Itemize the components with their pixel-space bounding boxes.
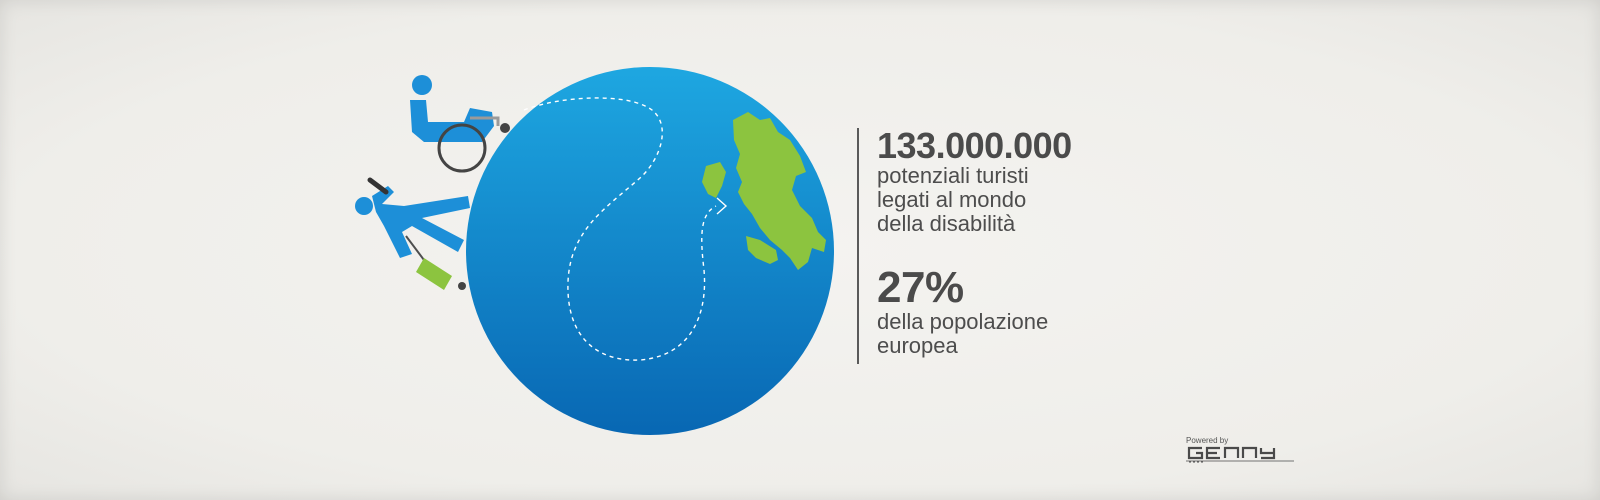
visitors-desc-line: potenziali turisti <box>877 163 1029 188</box>
percent-desc-line: europea <box>877 333 958 358</box>
globe <box>466 67 834 435</box>
genny-logo-icon <box>1186 446 1294 463</box>
visitors-description: potenziali turisti legati al mondo della… <box>877 164 1117 236</box>
percent-number: 27% <box>877 263 964 312</box>
percent-stat: 27% della popolazione europea <box>877 266 1117 358</box>
powered-by-genny[interactable]: Powered by <box>1186 436 1296 466</box>
statistics-panel: 133.000.000 potenziali turisti legati al… <box>857 128 1117 364</box>
italy-map-icon <box>702 112 826 270</box>
wheelchair-user-icon <box>410 75 510 173</box>
powered-by-label: Powered by <box>1186 436 1229 445</box>
walking-traveler-icon <box>355 177 470 258</box>
suitcase-icon <box>405 235 466 290</box>
dashed-route-icon <box>523 97 728 361</box>
visitors-stat: 133.000.000 potenziali turisti legati al… <box>877 128 1117 236</box>
visitors-desc-line: legati al mondo <box>877 187 1027 212</box>
visitors-number: 133.000.000 <box>877 125 1072 166</box>
percent-description: della popolazione europea <box>877 310 1117 358</box>
visitors-desc-line: della disabilità <box>877 211 1016 236</box>
percent-desc-line: della popolazione <box>877 309 1049 334</box>
